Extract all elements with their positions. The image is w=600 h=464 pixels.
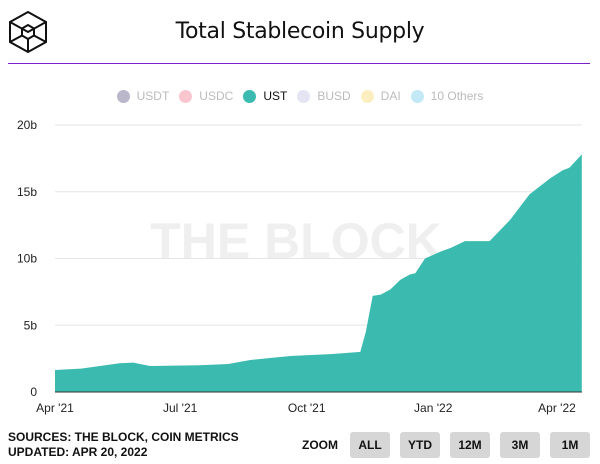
- x-tick-label: Jan '22: [414, 401, 453, 415]
- y-tick-label: 20b: [17, 118, 37, 132]
- legend-item-ust[interactable]: UST: [243, 89, 287, 103]
- legend-label: 10 Others: [430, 89, 484, 103]
- legend: USDT USDC UST BUSD DAI 10 Others: [0, 89, 600, 103]
- legend-label: UST: [263, 89, 288, 103]
- the-block-logo: [9, 10, 47, 54]
- zoom-12m-button[interactable]: 12M: [450, 432, 490, 458]
- legend-item-usdt[interactable]: USDT: [116, 89, 170, 103]
- legend-swatch-icon: [243, 89, 257, 103]
- legend-label: BUSD: [317, 89, 351, 103]
- footer-credits: SOURCES: THE BLOCK, COIN METRICS UPDATED…: [8, 430, 239, 460]
- x-tick-label: Apr '21: [36, 401, 74, 415]
- legend-item-dai[interactable]: DAI: [360, 89, 401, 103]
- x-tick-label: Oct '21: [288, 401, 326, 415]
- legend-label: DAI: [380, 89, 401, 103]
- zoom-controls: ZOOM ALL YTD 12M 3M 1M: [302, 432, 590, 458]
- chart-title: Total Stablecoin Supply: [175, 19, 425, 44]
- legend-swatch-icon: [179, 89, 193, 103]
- y-tick-label: 5b: [24, 318, 38, 332]
- y-tick-label: 15b: [17, 185, 37, 199]
- y-tick-label: 10b: [17, 252, 37, 266]
- updated-text: UPDATED: APR 20, 2022: [8, 445, 148, 459]
- legend-label: USDT: [136, 89, 170, 103]
- legend-swatch-icon: [297, 89, 311, 103]
- legend-item-10-others[interactable]: 10 Others: [410, 89, 484, 103]
- watermark: THE BLOCK: [150, 213, 442, 269]
- sources-text: SOURCES: THE BLOCK, COIN METRICS: [8, 430, 239, 444]
- legend-label: USDC: [199, 89, 234, 103]
- zoom-ytd-button[interactable]: YTD: [400, 432, 440, 458]
- legend-swatch-icon: [410, 89, 424, 103]
- zoom-label: ZOOM: [302, 438, 338, 452]
- legend-item-usdc[interactable]: USDC: [179, 89, 233, 103]
- y-tick-label: 0: [30, 385, 37, 399]
- zoom-1m-button[interactable]: 1M: [550, 432, 590, 458]
- legend-item-busd[interactable]: BUSD: [297, 89, 351, 103]
- zoom-3m-button[interactable]: 3M: [500, 432, 540, 458]
- x-tick-label: Apr '22: [538, 401, 576, 415]
- zoom-all-button[interactable]: ALL: [350, 432, 390, 458]
- ust-area-series: [55, 154, 582, 392]
- legend-swatch-icon: [360, 89, 374, 103]
- title-divider: [8, 63, 590, 64]
- x-tick-label: Jul '21: [163, 401, 198, 415]
- legend-swatch-icon: [116, 89, 130, 103]
